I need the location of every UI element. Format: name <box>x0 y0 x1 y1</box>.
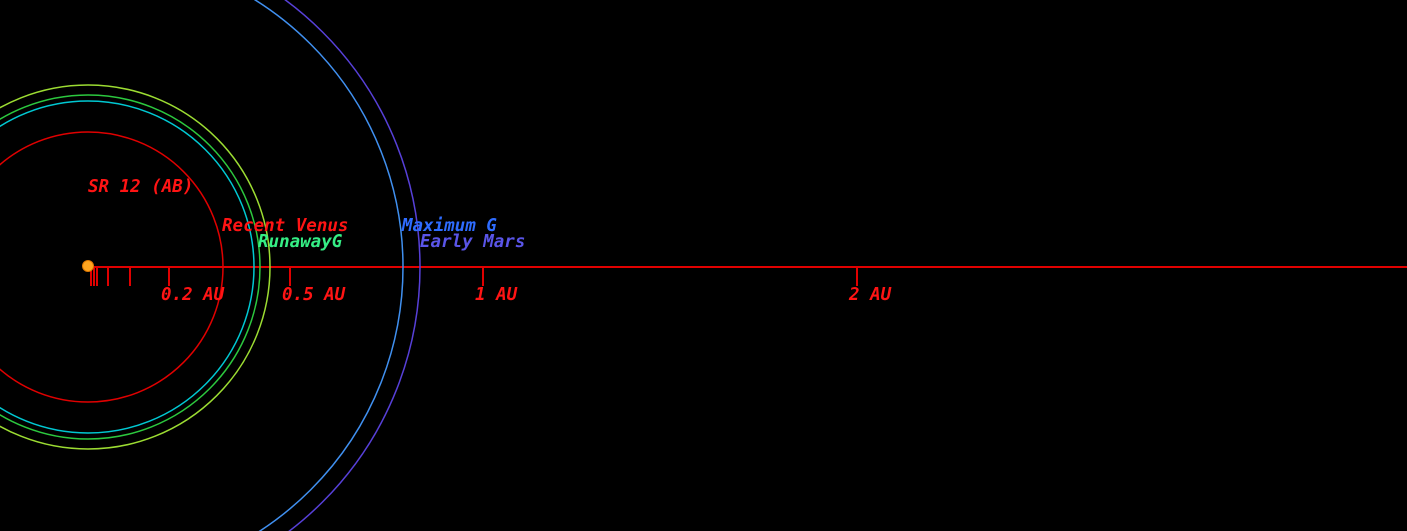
boundary-circle-outer-yellowgreen <box>0 84 271 450</box>
axis-tick-label: 0.2 AU <box>161 285 225 305</box>
label-early-mars: Early Mars <box>420 232 526 252</box>
label-recent-venus: Recent Venus <box>222 216 349 236</box>
boundary-circle-maximum-greenhouse <box>253 0 404 531</box>
axis-tick-label: 0.5 AU <box>282 285 346 305</box>
boundary-circle-early-mars <box>283 0 421 531</box>
axis-tick-label: 2 AU <box>849 285 892 305</box>
boundary-circle-inner-cyan <box>0 100 255 434</box>
axis-tick-label: 1 AU <box>475 285 518 305</box>
boundary-circle-runaway-greenhouse <box>0 94 261 440</box>
star-name-label: SR 12 (AB) <box>88 177 194 197</box>
boundary-circle-recent-venus <box>0 131 224 403</box>
label-maximum-greenhouse: Maximum G <box>402 216 497 236</box>
star-dot <box>82 260 94 272</box>
label-runaway-greenhouse: RunawayG <box>258 232 343 252</box>
